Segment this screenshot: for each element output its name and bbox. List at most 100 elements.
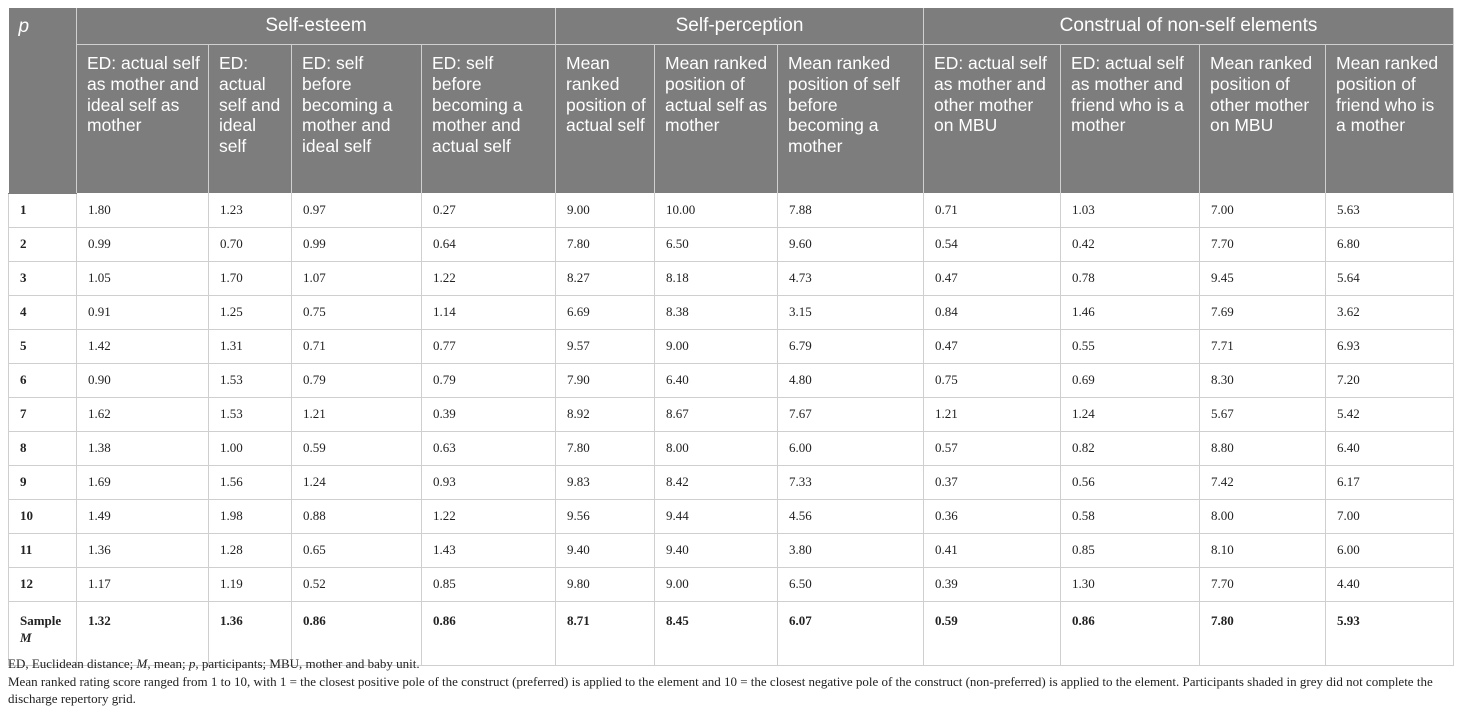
table-row: 7 1.62 1.53 1.21 0.39 8.92 8.67 7.67 1.21 1.24 5.6… [8,397,1455,432]
table-cell: 9.00 [555,193,655,228]
table-cell: 9.40 [555,533,655,568]
table-cell: 4.56 [777,499,925,534]
participant-id: 5 [8,329,77,364]
table-cell: 1.21 [291,397,422,432]
table-cell: 0.58 [1060,499,1201,534]
column-header: Mean ranked position of self before beco… [777,44,925,193]
column-header: Mean ranked position of friend who is a … [1325,44,1455,193]
table-row: 8 1.38 1.00 0.59 0.63 7.80 8.00 6.00 0.57 0.82 8.8… [8,431,1455,466]
table-cell: 0.27 [421,193,556,228]
table-cell: 0.79 [291,363,422,398]
table-row: 5 1.42 1.31 0.71 0.77 9.57 9.00 6.79 0.47 0.55 7.7… [8,329,1455,364]
table-cell: 8.67 [654,397,778,432]
table-cell: 7.70 [1199,567,1327,602]
abbrev-symbol-m: M [136,656,148,671]
table-cell: 7.33 [777,465,925,500]
table-row: 3 1.05 1.70 1.07 1.22 8.27 8.18 4.73 0.47 0.78 9.4… [8,261,1455,296]
table-cell: 4.80 [777,363,925,398]
table-cell: 0.75 [923,363,1062,398]
table-cell: 9.83 [555,465,655,500]
column-header: ED: actual self as mother and ideal self… [76,44,209,193]
table-body: 1 1.80 1.23 0.97 0.27 9.00 10.00 7.88 0.71 1.03 7.… [8,193,1455,666]
table-cell: 0.54 [923,227,1062,262]
column-header-row: ED: actual self as mother and ideal self… [9,44,1455,193]
table-cell: 9.00 [654,329,778,364]
sample-mean-cell: 0.86 [291,601,422,666]
table-cell: 0.37 [923,465,1062,500]
table-cell: 0.39 [923,567,1062,602]
table-cell: 1.31 [208,329,292,364]
table-cell: 1.00 [208,431,292,466]
table-cell: 7.80 [555,227,655,262]
table-cell: 0.85 [421,567,556,602]
group-header-row: p Self-esteem Self-perception Construal … [8,8,1455,194]
table-cell: 7.80 [555,431,655,466]
table-cell: 5.67 [1199,397,1327,432]
table-cell: 1.53 [208,363,292,398]
table-row: 12 1.17 1.19 0.52 0.85 9.80 9.00 6.50 0.39 1.30 7.… [8,567,1455,602]
table-cell: 5.64 [1325,261,1455,296]
table-cell: 1.24 [291,465,422,500]
participant-id: 11 [8,533,77,568]
table-cell: 0.82 [1060,431,1201,466]
participant-id: 2 [8,227,77,262]
table-cell: 9.80 [555,567,655,602]
table-cell: 1.30 [1060,567,1201,602]
table-cell: 9.00 [654,567,778,602]
column-header: Mean ranked position of other mother on … [1199,44,1327,193]
table-cell: 1.17 [76,567,209,602]
group-header-construal: Construal of non-self elements [923,8,1455,45]
table-cell: 3.80 [777,533,925,568]
table-cell: 6.40 [1325,431,1455,466]
table-cell: 0.99 [291,227,422,262]
abbreviations-note: ED, Euclidean distance; M, mean; p, part… [8,655,1453,673]
table-cell: 7.71 [1199,329,1327,364]
table-cell: 7.88 [777,193,925,228]
table-cell: 7.42 [1199,465,1327,500]
table-cell: 0.42 [1060,227,1201,262]
table-cell: 9.44 [654,499,778,534]
table-row: 6 0.90 1.53 0.79 0.79 7.90 6.40 4.80 0.75 0.69 8.3… [8,363,1455,398]
sample-mean-cell: 8.71 [555,601,655,666]
table-cell: 1.28 [208,533,292,568]
table-cell: 1.07 [291,261,422,296]
table-cell: 0.41 [923,533,1062,568]
table-cell: 6.40 [654,363,778,398]
table-cell: 4.73 [777,261,925,296]
abbrev-text: ED, Euclidean distance; [8,656,137,671]
table-cell: 1.05 [76,261,209,296]
table-row: 4 0.91 1.25 0.75 1.14 6.69 8.38 3.15 0.84 1.46 7.6… [8,295,1455,330]
table-cell: 6.00 [777,431,925,466]
table-cell: 0.39 [421,397,556,432]
table-cell: 0.55 [1060,329,1201,364]
group-header-self-esteem: Self-esteem [76,8,556,45]
table-row: 10 1.49 1.98 0.88 1.22 9.56 9.44 4.56 0.36 0.58 8.… [8,499,1455,534]
table-cell: 1.22 [421,499,556,534]
table-cell: 0.64 [421,227,556,262]
table-row: 11 1.36 1.28 0.65 1.43 9.40 9.40 3.80 0.41 0.85 8.… [8,533,1455,568]
table-cell: 1.46 [1060,295,1201,330]
table-cell: 7.20 [1325,363,1455,398]
table-cell: 7.00 [1325,499,1455,534]
table-cell: 0.71 [291,329,422,364]
abbrev-symbol-p: p [188,656,196,671]
participant-column-header: p [8,8,77,194]
table-cell: 8.42 [654,465,778,500]
table-cell: 8.00 [1199,499,1327,534]
column-header: Mean ranked position of actual self as m… [654,44,778,193]
table-cell: 0.78 [1060,261,1201,296]
table-cell: 1.53 [208,397,292,432]
results-table: p Self-esteem Self-perception Construal … [8,8,1455,666]
sample-mean-cell: 0.86 [421,601,556,666]
table-cell: 7.90 [555,363,655,398]
table-cell: 0.70 [208,227,292,262]
sample-mean-cell: 1.32 [76,601,209,666]
table-cell: 0.93 [421,465,556,500]
column-header: ED: self before becoming a mother and id… [291,44,422,193]
table-cell: 0.57 [923,431,1062,466]
sample-mean-row: Sample M 1.32 1.36 0.86 0.86 8.71 8.45 6.07 0.59 0… [8,601,1455,666]
results-table-container: p Self-esteem Self-perception Construal … [8,8,1455,666]
table-cell: 0.85 [1060,533,1201,568]
table-cell: 0.84 [923,295,1062,330]
table-cell: 0.90 [76,363,209,398]
